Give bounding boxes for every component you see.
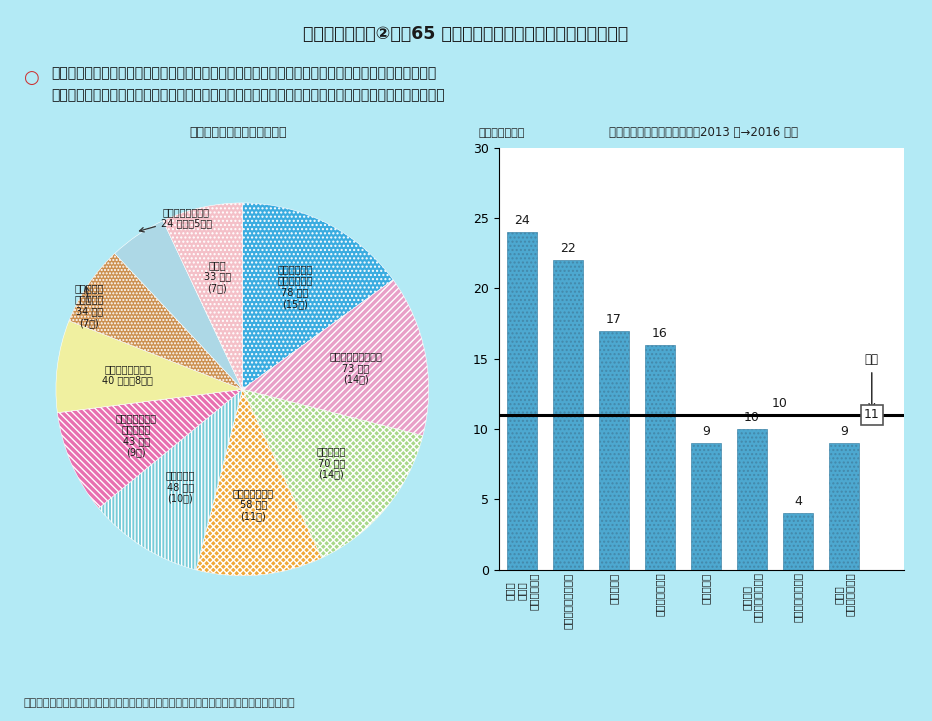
Text: 17: 17: [606, 313, 622, 326]
Wedge shape: [69, 254, 242, 389]
Text: 販売従事者
48 万人
(10％): 販売従事者 48 万人 (10％): [166, 470, 195, 503]
Text: 生産工程従事者
58 万人
(11％): 生産工程従事者 58 万人 (11％): [233, 488, 274, 521]
Text: その他
33 万人
(7％): その他 33 万人 (7％): [203, 260, 231, 293]
Text: 4: 4: [794, 495, 802, 508]
Text: コラム１－２－②図　65 歳以上の高齢者が就いている職業の動き: コラム１－２－②図 65 歳以上の高齢者が就いている職業の動き: [304, 25, 628, 43]
Text: 11: 11: [864, 408, 880, 422]
Bar: [553, 260, 582, 570]
Text: 事務従事者
70 万人
(14％): 事務従事者 70 万人 (14％): [317, 446, 346, 479]
Text: 輸送・機械
運転従事者
34 万人
(7％): 輸送・機械 運転従事者 34 万人 (7％): [75, 283, 104, 328]
Text: 16: 16: [652, 327, 667, 340]
Bar: [737, 429, 767, 570]
Text: ○: ○: [23, 68, 39, 87]
Bar: [507, 232, 537, 570]
Text: 建設・採掘従事者
24 万人（5％）: 建設・採掘従事者 24 万人（5％）: [140, 207, 212, 232]
Text: 10: 10: [744, 411, 760, 424]
Text: が多い。直近３年間の動きをみると、雇用者数が多い職業で更に雇用者数が増えていることが分かる。: が多い。直近３年間の動きをみると、雇用者数が多い職業で更に雇用者数が増えているこ…: [51, 88, 445, 102]
Text: 24: 24: [514, 214, 529, 227]
Bar: [783, 513, 813, 570]
Bar: [691, 443, 721, 570]
Wedge shape: [58, 389, 242, 508]
Text: 9: 9: [841, 425, 848, 438]
Text: 9: 9: [702, 425, 710, 438]
Text: 運搬・清掃・
包装等従事者
78 万人
(15％): 運搬・清掃・ 包装等従事者 78 万人 (15％): [277, 264, 312, 309]
Wedge shape: [99, 389, 242, 570]
Wedge shape: [115, 221, 242, 389]
Text: 専門的・技術的
職業従事者
43 万人
(9％): 専門的・技術的 職業従事者 43 万人 (9％): [116, 413, 157, 458]
Text: 管理的職業従事者
40 万人（8％）: 管理的職業従事者 40 万人（8％）: [103, 364, 153, 386]
Text: サービス職業従事者
73 万人
(14％): サービス職業従事者 73 万人 (14％): [329, 351, 382, 384]
Text: 資料出所　総務省統計局「労働力調査」をもとに厚生労働省労働政策担当参事官室にて作成: 資料出所 総務省統計局「労働力調査」をもとに厚生労働省労働政策担当参事官室にて作…: [23, 698, 295, 708]
Text: 10: 10: [772, 397, 788, 410]
Wedge shape: [56, 321, 242, 412]
Text: 職業別にみた雇用数の増減（2013 年→2016 年）: 職業別にみた雇用数の増減（2013 年→2016 年）: [610, 126, 798, 139]
Wedge shape: [242, 280, 429, 435]
Text: 職業別の雇用者数をみると、「運搬・清掃・包装等従事者」「サービス職業従事者」「事務従事者」: 職業別の雇用者数をみると、「運搬・清掃・包装等従事者」「サービス職業従事者」「事…: [51, 66, 436, 80]
Bar: [599, 331, 629, 570]
Bar: [829, 443, 859, 570]
Wedge shape: [163, 203, 242, 389]
Text: 平均: 平均: [865, 353, 879, 366]
Bar: [645, 345, 675, 570]
Text: 22: 22: [560, 242, 576, 255]
Wedge shape: [196, 389, 322, 576]
Wedge shape: [242, 203, 393, 389]
Wedge shape: [242, 389, 423, 558]
Text: 職業別にみた雇用者数の分布: 職業別にみた雇用者数の分布: [189, 126, 286, 139]
Text: （増減・万人）: （増減・万人）: [478, 128, 525, 138]
